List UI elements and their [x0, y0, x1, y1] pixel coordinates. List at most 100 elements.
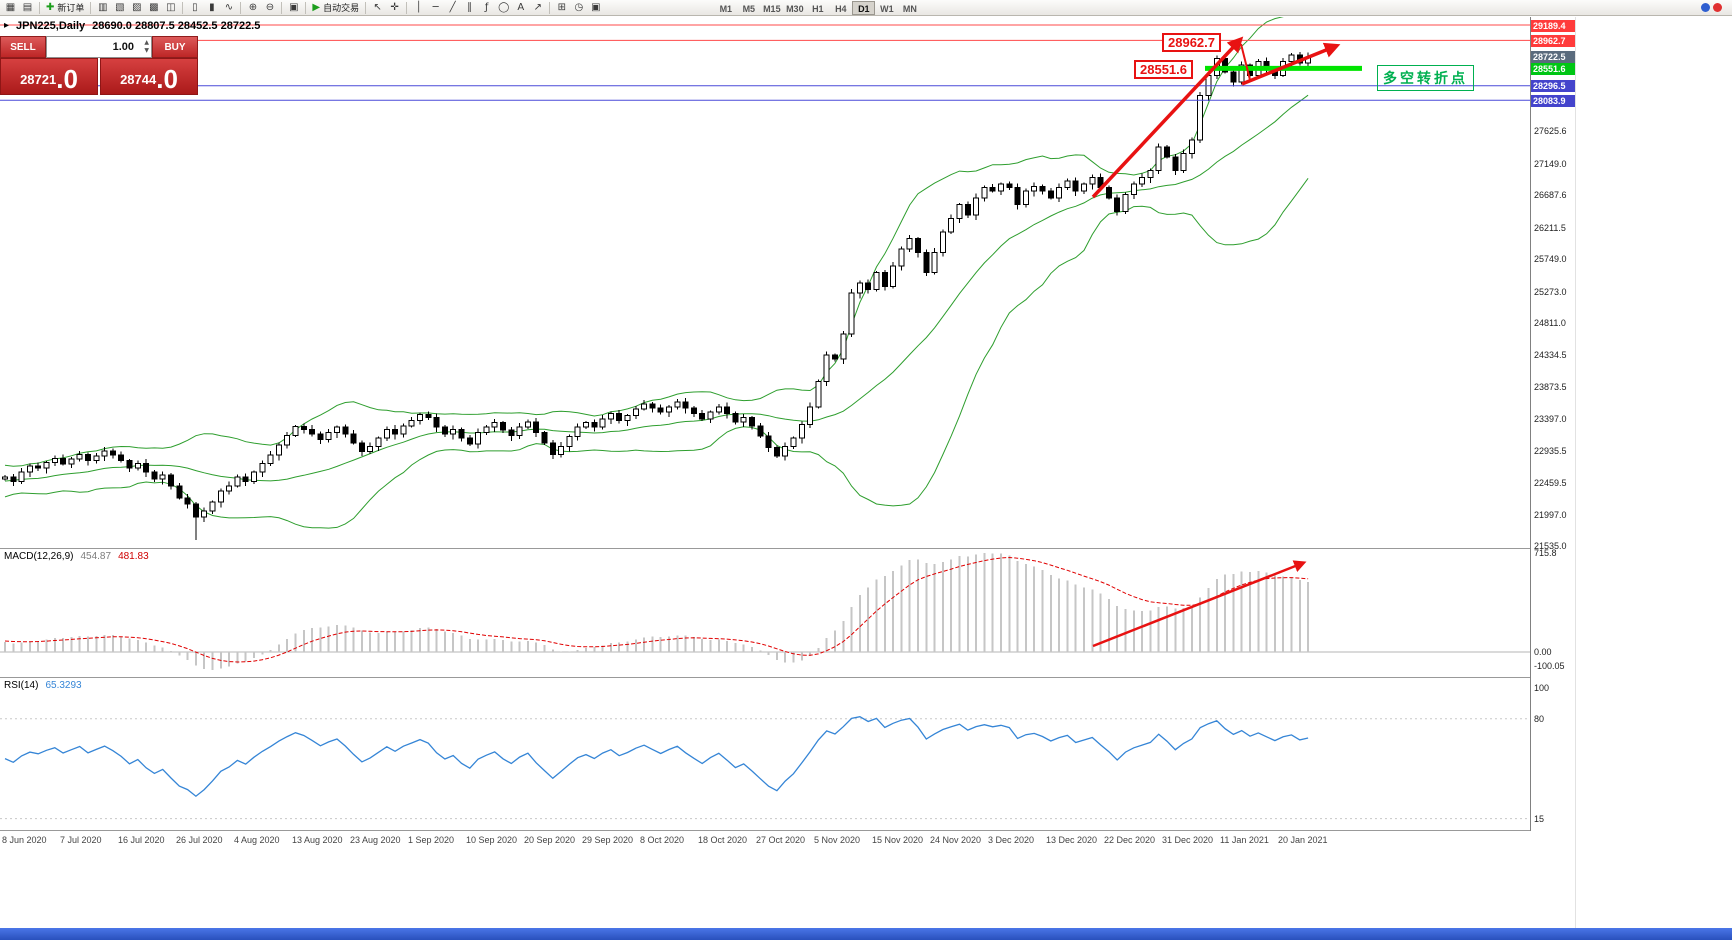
macd-name: MACD(12,26,9)	[4, 551, 74, 562]
sell-price-button[interactable]: 28721.0	[0, 58, 98, 95]
channel-icon[interactable]: ∥	[461, 0, 478, 15]
timeframe-m30-button[interactable]: M30	[786, 3, 804, 14]
buy-button[interactable]: BUY	[152, 36, 198, 58]
buy-price-frac: .0	[156, 64, 178, 94]
market-watch-icon[interactable]: ▥	[94, 0, 111, 15]
toolbar-separator	[406, 1, 408, 14]
tile-windows-icon[interactable]: ▣	[285, 0, 302, 15]
timeframe-w1-button[interactable]: W1	[880, 3, 894, 14]
date-label: 27 Oct 2020	[756, 835, 806, 845]
data-window-icon[interactable]: ▧	[111, 0, 128, 15]
line-chart-icon[interactable]: ∿	[220, 0, 237, 15]
macd-tick-label: 715.8	[1534, 548, 1557, 558]
candlestick-chart-icon[interactable]: ▮	[203, 0, 220, 15]
price-tag: 28083.9	[1531, 94, 1576, 107]
date-label: 20 Sep 2020	[524, 835, 576, 845]
buy-price-int: 28744	[120, 72, 157, 87]
resistance-price-label[interactable]: 28962.7	[1162, 33, 1221, 52]
rsi-value: 65.3293	[45, 680, 82, 691]
timeframe-m5-button[interactable]: M5	[742, 3, 756, 14]
price-axis[interactable]: 27625.6 27149.0 26687.6 26211.5 25749.0 25273…	[1530, 17, 1576, 831]
volume-down-icon[interactable]: ▼	[144, 47, 149, 54]
terminal-icon[interactable]: ▩	[145, 0, 162, 15]
chart-title: ▸ JPN225,Daily 28690.0 28807.5 28452.5 2…	[4, 20, 260, 32]
rsi-tick-label: 80	[1534, 713, 1545, 724]
templates-icon[interactable]: ▣	[587, 0, 604, 15]
price-tick-label: 25749.0	[1534, 254, 1567, 265]
periods-icon[interactable]: ◷	[570, 0, 587, 15]
text-label-icon[interactable]: A	[512, 0, 529, 15]
cursor-icon[interactable]: ↖	[369, 0, 386, 15]
timeframe-h1-button[interactable]: H1	[812, 3, 824, 14]
price-tick-label: 21997.0	[1534, 509, 1567, 520]
price-tick-label: 26687.6	[1534, 190, 1567, 201]
new-chart-icon[interactable]: ▦	[2, 0, 19, 15]
price-chart-canvas[interactable]	[0, 17, 1530, 548]
timeframe-h4-button[interactable]: H4	[835, 3, 847, 14]
volume-input[interactable]: 1.00 ▲ ▼	[46, 36, 152, 58]
candlestick-chart-icon-glyph: ▮	[209, 2, 215, 13]
date-label: 8 Jun 2020	[2, 835, 47, 845]
sell-button[interactable]: SELL	[0, 36, 46, 58]
channel-icon-glyph: ∥	[467, 2, 473, 13]
candles	[2, 52, 1312, 540]
timeframe-m1-button[interactable]: M1	[719, 3, 733, 14]
arrow-marker-icon[interactable]: ↗	[529, 0, 546, 15]
volume-up-icon[interactable]: ▲	[144, 39, 149, 46]
date-label: 3 Dec 2020	[988, 835, 1035, 845]
fibonacci-icon-glyph: ƒ	[484, 2, 489, 13]
horizontal-line-icon[interactable]: ─	[427, 0, 444, 15]
strategy-tester-icon[interactable]: ◫	[162, 0, 179, 15]
date-label: 31 Dec 2020	[1162, 835, 1214, 845]
date-label: 22 Dec 2020	[1104, 835, 1156, 845]
arrow-marker-icon-glyph: ↗	[533, 2, 543, 13]
symbol-period-label: JPN225,Daily	[16, 20, 86, 32]
buy-price-button[interactable]: 28744.0	[100, 58, 198, 95]
panel-separator[interactable]	[0, 677, 1575, 678]
turning-point-note[interactable]: 多空转折点	[1377, 65, 1474, 91]
date-label: 11 Jan 2021	[1220, 835, 1269, 845]
timeframe-mn-button[interactable]: MN	[902, 3, 917, 14]
price-tick-label: 21535.0	[1534, 541, 1567, 551]
support-price-label[interactable]: 28551.6	[1134, 60, 1193, 79]
chart-window: 27625.6 27149.0 26687.6 26211.5 25749.0 25273…	[0, 17, 1732, 928]
time-axis[interactable]: 8 Jun 2020 7 Jul 2020 16 Jul 2020 26 Jul 20…	[0, 833, 1530, 847]
rsi-canvas[interactable]	[0, 678, 1530, 830]
blue-badge-icon[interactable]	[1701, 3, 1710, 12]
date-label: 8 Oct 2020	[640, 835, 685, 845]
vertical-line-icon[interactable]: │	[410, 0, 427, 15]
panel-separator[interactable]	[0, 548, 1575, 549]
price-tick-label: 24334.5	[1534, 350, 1567, 361]
zoom-in-icon[interactable]: ⊕	[244, 0, 261, 15]
taskbar[interactable]	[0, 928, 1732, 940]
red-badge-icon[interactable]	[1713, 3, 1722, 12]
macd-value-signal: 481.83	[118, 551, 149, 562]
rsi-line	[4, 716, 1309, 798]
crosshair-icon-glyph: ✛	[390, 2, 399, 13]
profiles-icon-glyph: ▤	[22, 2, 33, 13]
bar-chart-icon[interactable]: ▯	[186, 0, 203, 15]
new-order-button[interactable]: ✚ 新订单	[43, 0, 87, 15]
navigator-icon[interactable]: ▨	[128, 0, 145, 15]
zoom-out-icon[interactable]: ⊖	[261, 0, 278, 15]
timeframe-m15-button[interactable]: M15	[763, 3, 781, 14]
panel-separator[interactable]	[0, 830, 1575, 831]
timeframe-d1-button[interactable]: D1	[852, 0, 876, 15]
indicators-icon[interactable]: ⊞	[553, 0, 570, 15]
price-tick-label: 23873.5	[1534, 381, 1567, 392]
cursor-icon-glyph: ↖	[373, 2, 382, 13]
new-chart-icon-glyph: ▦	[5, 2, 16, 13]
auto-trading-button[interactable]: ▶ 自动交易	[309, 0, 362, 15]
volume-stepper[interactable]: ▲ ▼	[144, 39, 149, 55]
crosshair-icon[interactable]: ✛	[386, 0, 403, 15]
macd-canvas[interactable]	[0, 549, 1530, 677]
fibonacci-icon[interactable]: ƒ	[478, 0, 495, 15]
date-label: 18 Oct 2020	[698, 835, 748, 845]
date-label: 23 Aug 2020	[350, 835, 401, 845]
ellipse-icon[interactable]: ◯	[495, 0, 512, 15]
data-window-icon-glyph: ▧	[115, 2, 125, 13]
price-tick-label: 23397.0	[1534, 414, 1567, 425]
empty-right-area	[1575, 17, 1732, 928]
profiles-icon[interactable]: ▤	[19, 0, 36, 15]
trendline-icon[interactable]: ╱	[444, 0, 461, 15]
